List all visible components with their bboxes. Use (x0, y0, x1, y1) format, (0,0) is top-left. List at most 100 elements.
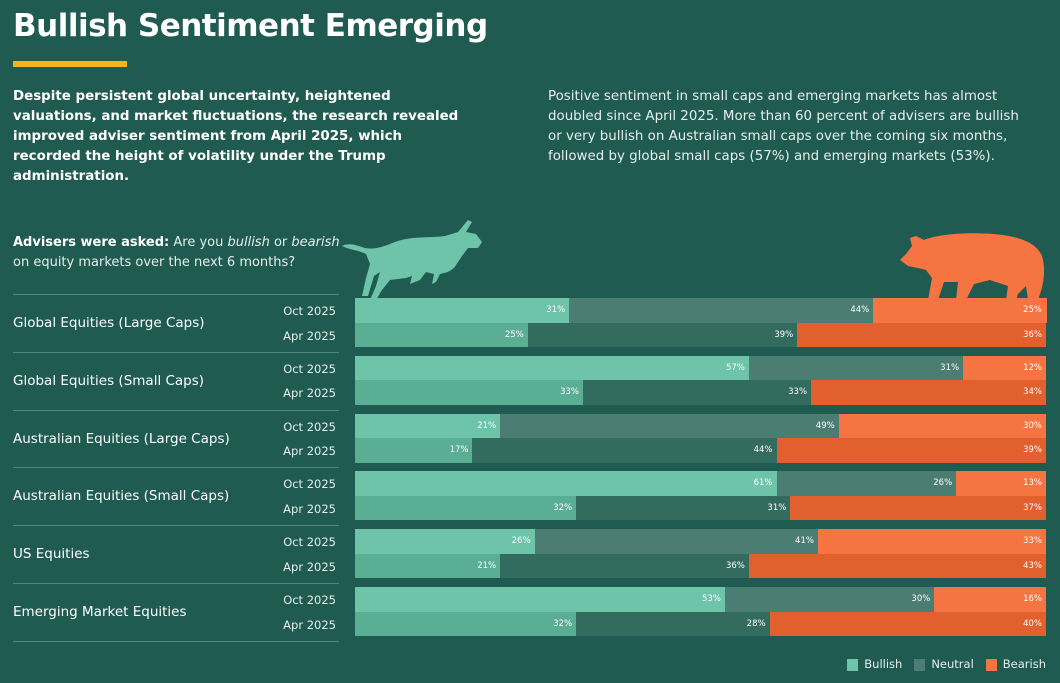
category-label: Global Equities (Large Caps) (13, 315, 205, 331)
category-label: Australian Equities (Large Caps) (13, 430, 230, 447)
bar-segment-bearish (838, 413, 1047, 439)
value-label: 28% (746, 618, 766, 629)
value-label: 30% (1023, 420, 1042, 431)
value-label: 49% (815, 420, 835, 431)
bar-segment-neutral (472, 438, 777, 463)
title-underline (13, 61, 127, 67)
value-label: 44% (850, 305, 870, 315)
bar-segment-bearish (748, 553, 1047, 579)
legend-label: Neutral (931, 657, 974, 671)
bar-segment-neutral (527, 322, 798, 347)
bar-segment-bullish (355, 611, 577, 636)
divider (13, 525, 339, 527)
question-text: Are you (169, 235, 228, 250)
legend-label: Bullish (864, 657, 903, 671)
category-label: US Equities (13, 546, 90, 563)
bar-segment-neutral (500, 413, 840, 439)
legend-item-bullish: Bullish (847, 657, 902, 671)
value-label: 31% (940, 362, 960, 373)
question-bullish: bullish (227, 235, 270, 250)
value-label: 53% (702, 594, 721, 604)
bar-segment-bullish (355, 438, 473, 463)
bar-segment-bullish (355, 587, 726, 612)
bear-icon (900, 233, 1045, 300)
value-label: 33% (1023, 536, 1042, 547)
divider (13, 294, 339, 295)
divider (13, 640, 339, 642)
value-label: 26% (933, 478, 953, 489)
bar-segment-bullish (355, 298, 570, 323)
value-label: 17% (449, 445, 469, 456)
value-label: 12% (1023, 362, 1042, 373)
period-label: Oct 2025 (283, 304, 336, 318)
bar-segment-bullish (355, 413, 501, 439)
question-bearish: bearish (291, 235, 340, 250)
legend-item-neutral: Neutral (914, 657, 974, 671)
bar-segment-neutral (534, 529, 819, 554)
category-label: Australian Equities (Small Caps) (13, 488, 230, 505)
value-label: 25% (504, 329, 524, 340)
bar-segment-bearish (963, 355, 1047, 381)
period-label: Oct 2025 (283, 361, 336, 376)
legend-swatch (847, 658, 859, 671)
period-label: Oct 2025 (283, 593, 336, 607)
legend-swatch (985, 658, 997, 671)
bar-segment-bearish (797, 322, 1047, 347)
intro-right: Positive sentiment in small caps and eme… (548, 89, 1019, 164)
bar-segment-bullish (355, 471, 777, 496)
value-label: 21% (477, 420, 497, 431)
category-label: Emerging Market Equities (13, 604, 187, 620)
divider (13, 583, 339, 584)
legend-swatch (914, 658, 926, 671)
value-label: 36% (1023, 329, 1042, 340)
value-label: 25% (1023, 305, 1042, 315)
value-label: 33% (788, 387, 808, 398)
value-label: 41% (795, 536, 814, 547)
value-label: 39% (1023, 445, 1042, 456)
bar-segment-bearish (817, 529, 1047, 554)
survey-question: Advisers were asked: Are you bullish or … (13, 233, 343, 273)
period-label: Oct 2025 (283, 419, 336, 434)
bar-segment-neutral (569, 298, 874, 323)
value-label: 31% (546, 305, 566, 315)
value-label: 33% (560, 387, 580, 398)
bar-segment-neutral (776, 471, 957, 496)
bar-segment-bearish (873, 298, 1047, 323)
value-label: 13% (1023, 478, 1042, 489)
value-label: 40% (1023, 618, 1042, 629)
bar-segment-neutral (576, 495, 791, 521)
question-text: or (269, 235, 292, 250)
value-label: 39% (774, 329, 794, 340)
bar-segment-bearish (769, 611, 1047, 636)
bar-segment-bearish (776, 438, 1047, 463)
period-label: Apr 2025 (283, 559, 336, 574)
bar-segment-bearish (956, 471, 1047, 496)
value-label: 34% (1023, 387, 1042, 398)
value-label: 31% (767, 502, 787, 513)
period-label: Apr 2025 (283, 328, 336, 343)
value-label: 26% (511, 536, 531, 547)
category-label: Global Equities (Small Caps) (13, 372, 205, 389)
bar-segment-bullish (355, 355, 750, 381)
bar-segment-bullish (355, 380, 584, 405)
legend-label: Bearish (1002, 657, 1046, 671)
period-label: Apr 2025 (283, 501, 336, 516)
value-label: 21% (477, 560, 497, 571)
divider (13, 351, 339, 353)
legend: Bullish Neutral Bearish (847, 657, 1046, 671)
value-label: 61% (753, 478, 773, 489)
bar-segment-bullish (355, 529, 536, 554)
bar-segment-neutral (576, 611, 771, 636)
value-label: 36% (725, 560, 745, 571)
value-label: 37% (1023, 502, 1042, 513)
value-label: 30% (911, 594, 931, 604)
value-label: 57% (725, 362, 745, 373)
bar-segment-bearish (790, 495, 1047, 521)
bar-segment-bearish (934, 587, 1047, 612)
bar-segment-neutral (500, 553, 750, 579)
value-label: 16% (1023, 594, 1042, 604)
period-label: Oct 2025 (283, 535, 336, 550)
value-label: 32% (553, 502, 573, 513)
value-label: 44% (753, 445, 773, 456)
bar-segment-neutral (583, 380, 812, 405)
